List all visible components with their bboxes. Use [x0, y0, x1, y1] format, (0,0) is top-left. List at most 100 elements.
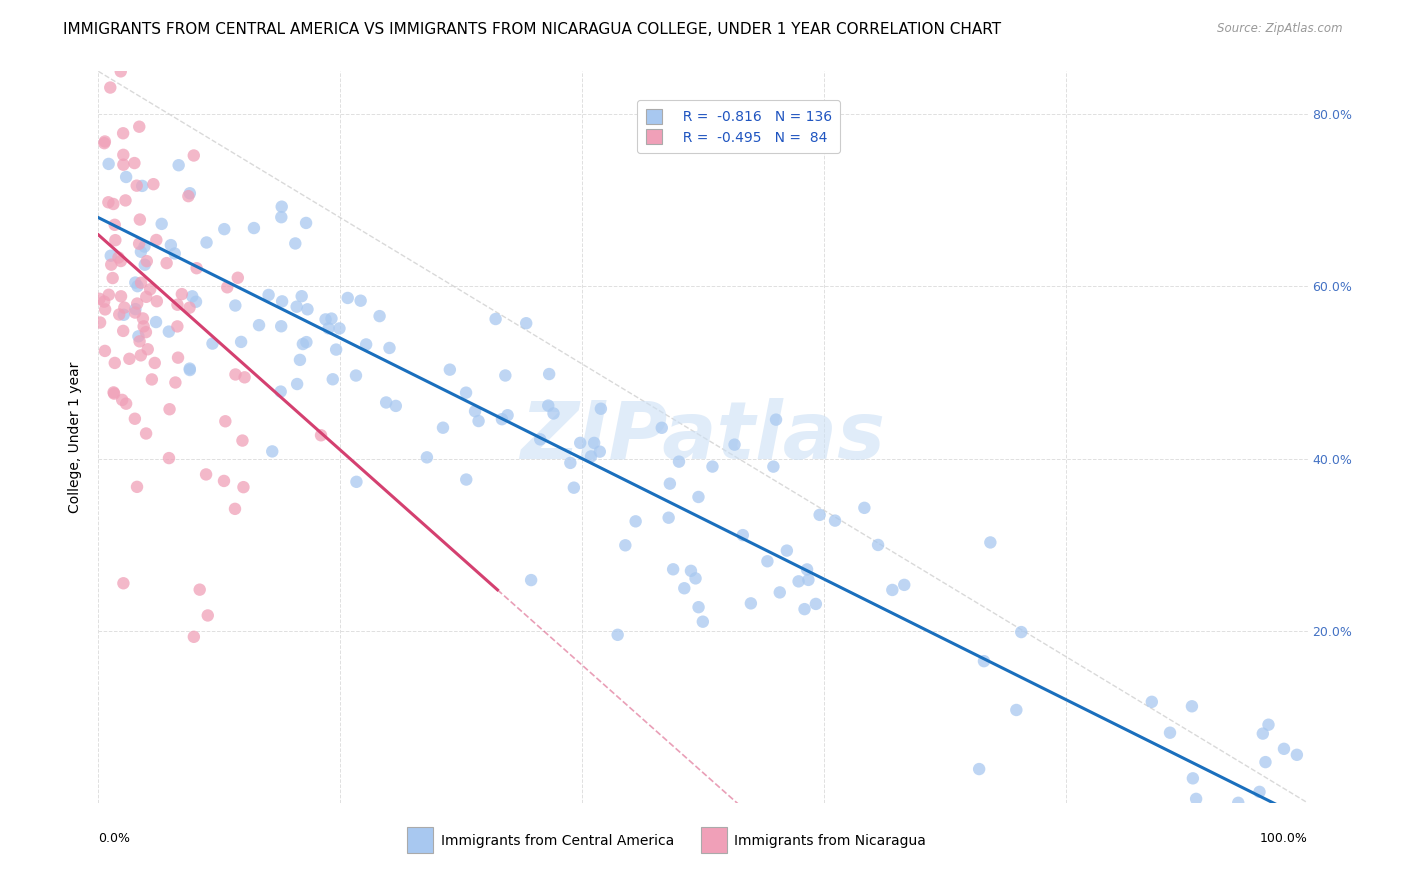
- Point: [439, 362, 461, 376]
- Point: [179, 363, 201, 377]
- Point: [606, 628, 628, 642]
- Point: [270, 384, 292, 399]
- Point: [224, 299, 246, 313]
- Point: [291, 337, 314, 351]
- Text: 0.0%: 0.0%: [98, 832, 131, 845]
- Point: [195, 467, 218, 482]
- Point: [685, 571, 707, 585]
- Point: [979, 535, 1001, 549]
- Text: ZIPatlas: ZIPatlas: [520, 398, 886, 476]
- Point: [135, 426, 157, 441]
- Point: [110, 64, 132, 78]
- Point: [231, 434, 253, 448]
- Point: [197, 608, 219, 623]
- Point: [165, 376, 187, 390]
- Point: [740, 596, 762, 610]
- Point: [170, 287, 193, 301]
- Point: [128, 236, 150, 251]
- Point: [569, 435, 592, 450]
- Point: [247, 318, 270, 333]
- Point: [224, 368, 246, 382]
- Point: [1285, 747, 1308, 762]
- Point: [94, 302, 117, 317]
- Point: [214, 414, 236, 428]
- Point: [416, 450, 439, 465]
- Point: [537, 399, 560, 413]
- Point: [89, 316, 111, 330]
- Point: [129, 348, 152, 362]
- Point: [1159, 725, 1181, 739]
- Point: [229, 334, 252, 349]
- Point: [97, 287, 120, 301]
- Point: [804, 597, 827, 611]
- Point: [167, 351, 190, 365]
- Point: [128, 120, 150, 134]
- Point: [271, 294, 294, 309]
- Point: [104, 233, 127, 247]
- Point: [529, 433, 551, 447]
- Point: [368, 309, 391, 323]
- Point: [118, 351, 141, 366]
- Point: [432, 420, 454, 434]
- Point: [157, 325, 180, 339]
- Point: [135, 290, 157, 304]
- Point: [127, 329, 149, 343]
- Point: [336, 291, 359, 305]
- Point: [467, 414, 489, 428]
- Point: [756, 554, 779, 568]
- Point: [262, 444, 284, 458]
- Point: [128, 212, 150, 227]
- Point: [658, 476, 681, 491]
- Point: [1272, 741, 1295, 756]
- Point: [156, 256, 179, 270]
- Point: [776, 543, 799, 558]
- Point: [186, 261, 208, 276]
- Point: [188, 582, 211, 597]
- Point: [651, 421, 673, 435]
- Point: [560, 456, 582, 470]
- Point: [145, 233, 167, 247]
- Point: [668, 455, 690, 469]
- Point: [1181, 772, 1204, 786]
- Point: [257, 288, 280, 302]
- Text: 100.0%: 100.0%: [1260, 832, 1308, 845]
- Point: [100, 258, 122, 272]
- Point: [163, 246, 186, 260]
- Point: [217, 280, 239, 294]
- Point: [270, 200, 292, 214]
- Point: [1251, 726, 1274, 740]
- Text: Immigrants from Central America: Immigrants from Central America: [440, 834, 673, 847]
- Point: [284, 236, 307, 251]
- Point: [127, 296, 149, 310]
- Point: [89, 292, 111, 306]
- Point: [224, 501, 246, 516]
- Legend:   R =  -0.816   N = 136,   R =  -0.495   N =  84: R = -0.816 N = 136, R = -0.495 N = 84: [637, 100, 839, 153]
- Point: [226, 270, 249, 285]
- Point: [111, 392, 134, 407]
- Point: [97, 195, 120, 210]
- Point: [295, 335, 318, 350]
- Point: [297, 302, 319, 317]
- Point: [328, 321, 350, 335]
- Point: [295, 216, 318, 230]
- Point: [285, 300, 308, 314]
- Point: [212, 474, 235, 488]
- Point: [579, 450, 602, 464]
- Point: [882, 582, 904, 597]
- Point: [104, 218, 127, 232]
- Point: [893, 578, 915, 592]
- Point: [129, 276, 152, 290]
- Point: [112, 576, 135, 591]
- Point: [1181, 699, 1204, 714]
- Point: [125, 178, 148, 193]
- Point: [146, 294, 169, 309]
- Point: [112, 301, 135, 315]
- Point: [177, 189, 200, 203]
- Point: [318, 321, 340, 335]
- Text: Immigrants from Nicaragua: Immigrants from Nicaragua: [734, 834, 927, 847]
- Point: [288, 352, 311, 367]
- Point: [167, 158, 190, 172]
- Point: [112, 148, 135, 162]
- Point: [108, 308, 131, 322]
- Point: [454, 385, 477, 400]
